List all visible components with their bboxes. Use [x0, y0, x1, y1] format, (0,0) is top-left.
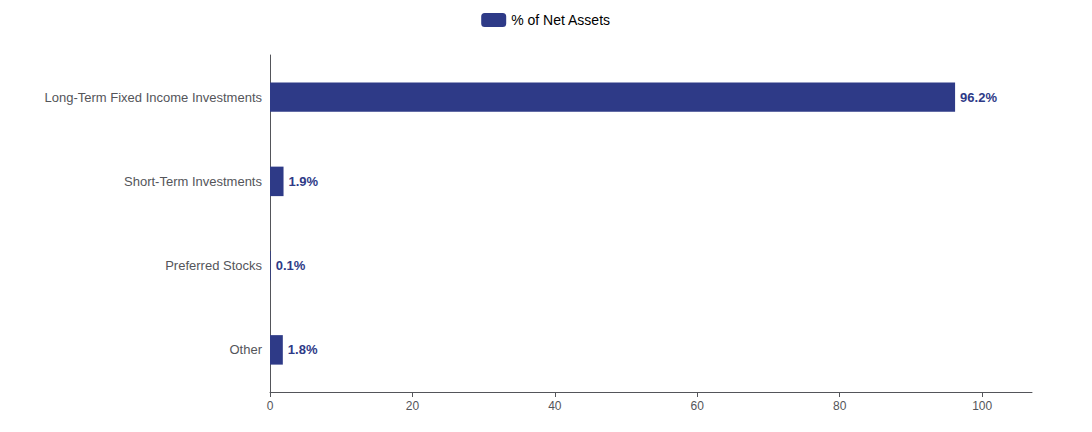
svg-text:100: 100 — [972, 399, 992, 413]
svg-text:40: 40 — [548, 399, 562, 413]
svg-text:20: 20 — [406, 399, 420, 413]
svg-text:Other: Other — [229, 342, 262, 357]
svg-text:1.8%: 1.8% — [288, 342, 318, 357]
svg-text:% of Net Assets: % of Net Assets — [511, 12, 610, 28]
svg-text:0: 0 — [267, 399, 274, 413]
svg-text:80: 80 — [833, 399, 847, 413]
svg-text:Short-Term Investments: Short-Term Investments — [124, 174, 262, 189]
svg-text:60: 60 — [691, 399, 705, 413]
svg-text:1.9%: 1.9% — [289, 174, 319, 189]
svg-text:0.1%: 0.1% — [276, 258, 306, 273]
svg-text:Preferred Stocks: Preferred Stocks — [165, 258, 262, 273]
svg-text:Long-Term Fixed Income Investm: Long-Term Fixed Income Investments — [45, 90, 263, 105]
svg-text:96.2%: 96.2% — [960, 90, 997, 105]
